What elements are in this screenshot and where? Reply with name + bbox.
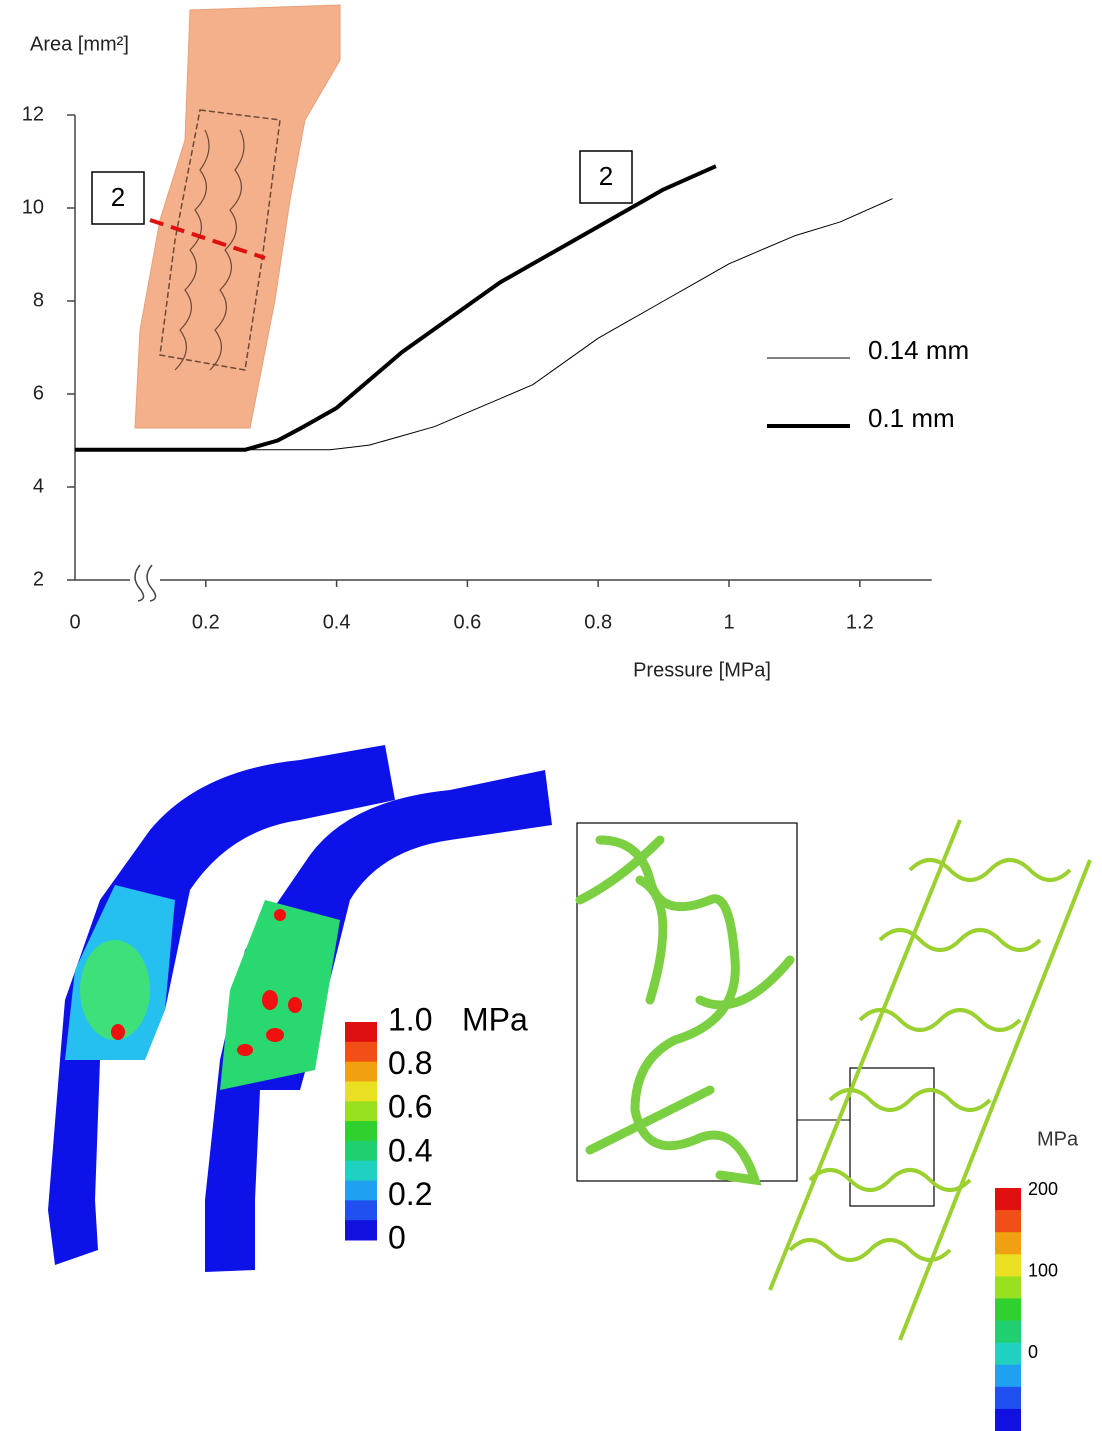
colorbar-label: 200 — [1028, 1179, 1058, 1199]
y-tick-label: 4 — [33, 475, 44, 497]
colorbar-segment — [995, 1408, 1021, 1431]
colorbar-segment — [345, 1101, 377, 1122]
annotation-box — [91, 171, 145, 225]
axis-break — [134, 564, 157, 602]
colorbar-segment — [345, 1180, 377, 1201]
y-tick-label: 10 — [22, 196, 44, 218]
colorbar-segment — [995, 1386, 1021, 1410]
colorbar-segment — [995, 1276, 1021, 1299]
x-tick-label: 0.4 — [323, 611, 351, 633]
x-tick-label: 0 — [69, 611, 80, 633]
x-tick-label: 0.6 — [453, 611, 481, 633]
colorbar-segment — [345, 1121, 377, 1142]
colorbar-label: 0.2 — [388, 1176, 432, 1212]
y-tick-label: 2 — [33, 568, 44, 590]
colorbar-segment — [995, 1188, 1021, 1211]
annotation: 2 — [111, 182, 125, 212]
colorbar-label: 0.6 — [388, 1089, 432, 1125]
colorbar-segment — [995, 1254, 1021, 1277]
colorbar-segment — [345, 1160, 377, 1182]
colorbar-segment — [345, 1200, 377, 1221]
legend-label: 0.14 mm — [868, 335, 969, 365]
x-tick-label: 1.2 — [846, 611, 874, 633]
colorbar-label: 100 — [1028, 1260, 1058, 1280]
colorbar-label: 0.4 — [388, 1132, 432, 1168]
x-tick-label: 0.2 — [192, 611, 220, 633]
y-tick-label: 12 — [22, 103, 44, 125]
y-tick-label: 8 — [33, 289, 44, 311]
colorbar-label: 0.8 — [388, 1045, 432, 1081]
colorbar-segment — [345, 1061, 377, 1082]
vessel-inset — [134, 4, 341, 429]
colorbar-label: 0 — [1028, 1342, 1038, 1362]
colorbar-segment — [995, 1298, 1021, 1322]
annotation-box — [579, 150, 633, 204]
colorbar-segment — [345, 1022, 377, 1043]
colorbar-unit: MPa — [1037, 1128, 1079, 1150]
colorbar-segment — [345, 1220, 377, 1241]
series-line — [75, 198, 893, 451]
colorbar-segment — [345, 1140, 377, 1162]
colorbar-unit: MPa — [462, 1001, 528, 1037]
y-tick-label: 6 — [33, 382, 44, 404]
y-axis-title: Area [mm²] — [30, 33, 129, 55]
colorbar-segment — [995, 1210, 1021, 1233]
colorbar-segment — [345, 1081, 377, 1102]
colorbar-label: 1.0 — [388, 1001, 432, 1037]
x-tick-label: 0.8 — [584, 611, 612, 633]
vessel-stress-maps — [48, 745, 552, 1272]
colorbar-segment — [995, 1232, 1021, 1255]
colorbar-segment — [345, 1041, 377, 1063]
colorbar-segment — [995, 1364, 1021, 1388]
series-line — [75, 164, 717, 452]
legend-label: 0.1 mm — [868, 403, 955, 433]
colorbar-segment — [995, 1320, 1021, 1344]
colorbar-segment — [995, 1342, 1021, 1366]
colorbar-label: 0 — [388, 1219, 406, 1255]
annotation: 2 — [599, 161, 613, 191]
x-axis-title: Pressure [MPa] — [633, 659, 771, 681]
x-tick-label: 1 — [723, 611, 734, 633]
stent-zoom — [575, 819, 1092, 1341]
